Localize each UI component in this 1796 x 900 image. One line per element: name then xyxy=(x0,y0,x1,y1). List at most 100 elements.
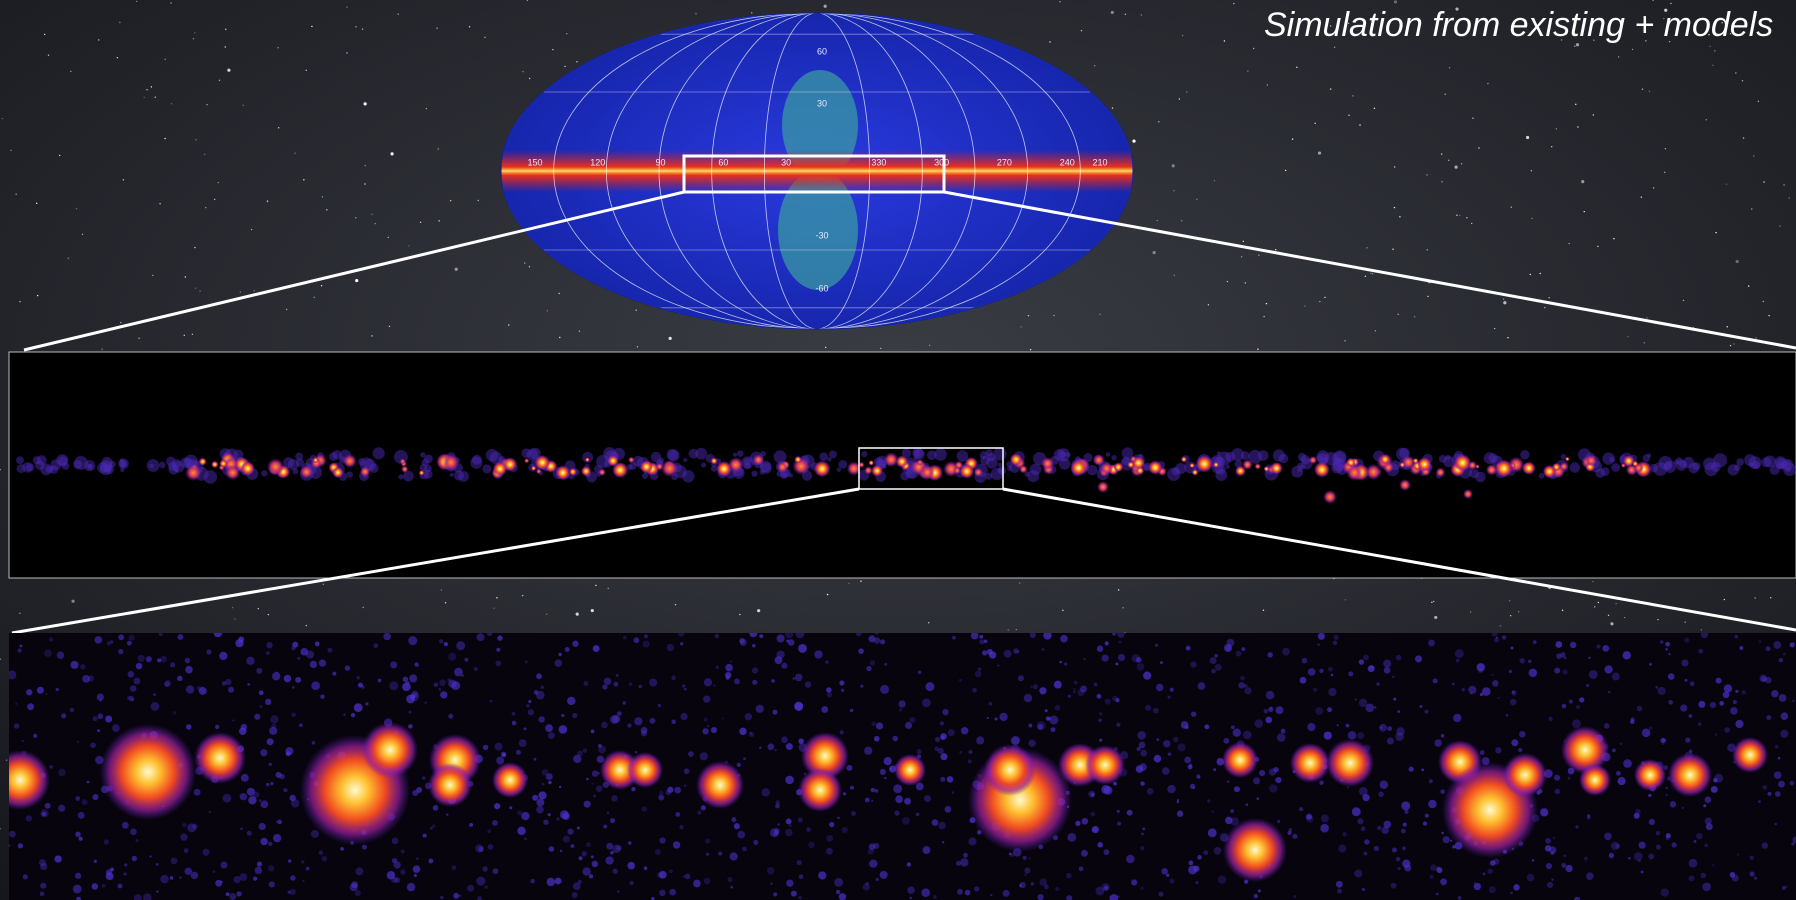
noise xyxy=(170,876,173,879)
noise xyxy=(241,774,249,782)
noise xyxy=(593,645,600,652)
noise xyxy=(1576,705,1580,709)
noise xyxy=(942,841,944,843)
noise xyxy=(1566,865,1573,872)
noise xyxy=(961,727,968,734)
star xyxy=(751,12,752,13)
noise xyxy=(495,743,503,751)
noise xyxy=(488,844,494,850)
star xyxy=(1172,164,1175,167)
noise xyxy=(893,784,902,793)
star xyxy=(1196,199,1197,200)
star xyxy=(1751,208,1752,209)
star xyxy=(68,257,69,258)
noise xyxy=(1547,882,1553,888)
star xyxy=(1768,315,1769,316)
noise xyxy=(490,700,493,703)
noise xyxy=(199,687,207,695)
noise xyxy=(45,693,47,695)
noise xyxy=(1363,655,1369,661)
noise xyxy=(1355,699,1357,701)
noise xyxy=(310,661,317,668)
star xyxy=(695,13,696,14)
noise xyxy=(1662,738,1666,742)
noise xyxy=(711,727,717,733)
noise xyxy=(186,724,191,729)
star xyxy=(1227,281,1228,282)
noise xyxy=(18,843,23,848)
haze xyxy=(1226,465,1230,469)
noise xyxy=(880,871,888,879)
lon-label: 270 xyxy=(997,157,1012,167)
noise xyxy=(1705,818,1712,825)
noise xyxy=(1440,789,1445,794)
noise xyxy=(1094,683,1098,687)
noise xyxy=(1779,658,1783,662)
noise xyxy=(1719,701,1724,706)
noise xyxy=(814,650,822,658)
noise xyxy=(989,702,993,706)
star xyxy=(151,86,152,87)
noise xyxy=(1212,810,1214,812)
source xyxy=(1223,818,1287,882)
lon-label: 60 xyxy=(718,157,728,167)
source xyxy=(1668,753,1712,797)
noise xyxy=(1703,804,1706,807)
noise xyxy=(215,725,219,729)
noise xyxy=(355,890,361,896)
noise xyxy=(1398,710,1401,713)
noise xyxy=(23,874,28,879)
noise xyxy=(1275,777,1281,783)
noise xyxy=(902,817,910,825)
star xyxy=(1431,602,1432,603)
noise xyxy=(1203,850,1208,855)
haze xyxy=(642,473,648,479)
noise xyxy=(37,687,44,694)
noise xyxy=(1509,670,1512,673)
star xyxy=(76,208,77,209)
noise xyxy=(725,664,733,672)
star xyxy=(591,609,594,612)
noise xyxy=(556,817,559,820)
noise xyxy=(1641,871,1644,874)
noise xyxy=(752,644,756,648)
noise xyxy=(1337,724,1339,726)
noise xyxy=(730,852,738,860)
noise xyxy=(1224,644,1232,652)
noise xyxy=(430,827,433,830)
noise xyxy=(1170,879,1175,884)
noise xyxy=(542,769,549,776)
noise xyxy=(94,860,97,863)
noise xyxy=(1215,664,1222,671)
noise xyxy=(219,652,227,660)
noise xyxy=(128,671,135,678)
noise xyxy=(767,867,774,874)
haze xyxy=(149,464,153,468)
source xyxy=(300,465,314,479)
haze xyxy=(1764,455,1776,467)
noise xyxy=(547,878,555,886)
noise xyxy=(1023,856,1027,860)
noise xyxy=(240,793,247,800)
source xyxy=(869,460,874,465)
noise xyxy=(1277,820,1280,823)
star xyxy=(1714,50,1715,51)
star xyxy=(1434,616,1437,619)
noise xyxy=(1214,654,1217,657)
noise xyxy=(1160,661,1163,664)
noise xyxy=(1156,684,1163,691)
noise xyxy=(1637,706,1643,712)
haze xyxy=(1711,462,1721,472)
noise xyxy=(519,739,527,747)
noise xyxy=(292,686,295,689)
noise xyxy=(1698,701,1705,708)
star xyxy=(608,588,609,589)
noise xyxy=(186,685,194,693)
source xyxy=(199,458,207,466)
noise xyxy=(1716,678,1722,684)
noise xyxy=(1401,829,1406,834)
noise xyxy=(453,893,459,899)
noise xyxy=(798,817,803,822)
noise xyxy=(425,702,427,704)
star xyxy=(1763,301,1764,302)
